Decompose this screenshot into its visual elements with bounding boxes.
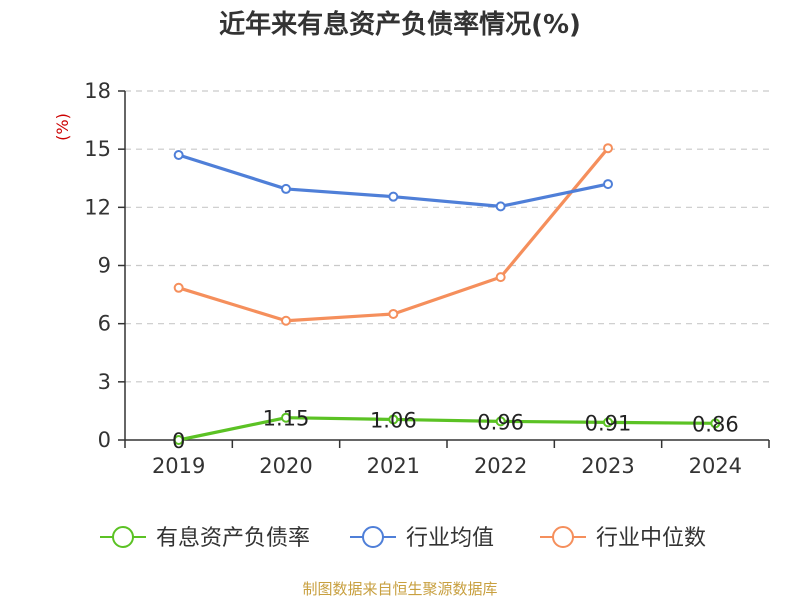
- series-0: [173, 412, 721, 445]
- x-tick-label: 2020: [259, 454, 312, 478]
- data-point: [281, 412, 291, 423]
- source-note: 制图数据来自恒生聚源数据库: [302, 580, 497, 598]
- y-tick-label: 6: [98, 312, 111, 336]
- legend-swatch-marker: [362, 526, 384, 548]
- series-line: [177, 416, 717, 442]
- y-tick-label: 9: [98, 254, 111, 278]
- series-1: [173, 149, 613, 212]
- x-tick-label: 2019: [152, 454, 205, 478]
- axes: 0 3 6 9 12 15 18 2019 2020 2021 2022 2023 2024: [84, 79, 770, 478]
- y-tick-label: 15: [84, 137, 111, 161]
- y-tick-label: 18: [84, 79, 111, 103]
- data-point: [603, 179, 613, 190]
- data-label: 1.15: [263, 407, 310, 431]
- series-2: [173, 143, 613, 326]
- data-point: [495, 416, 506, 427]
- data-point: [603, 143, 613, 154]
- legend-item[interactable]: 行业中位数: [540, 526, 706, 551]
- data-label: 0.91: [585, 411, 632, 435]
- grid: [125, 90, 769, 383]
- legend-swatch-marker: [112, 526, 134, 548]
- data-point: [173, 149, 184, 160]
- data-label: 0: [172, 429, 185, 453]
- x-tick-label: 2021: [367, 454, 420, 478]
- legend-label: 行业中位数: [596, 526, 706, 551]
- legend: 有息资产负债率 行业均值 行业中位数: [100, 526, 706, 551]
- data-point: [281, 315, 291, 326]
- data-point: [388, 191, 399, 202]
- y-tick-label: 3: [98, 370, 111, 394]
- data-point: [495, 272, 506, 283]
- x-tick-label: 2022: [474, 454, 527, 478]
- data-point: [388, 308, 399, 319]
- legend-item[interactable]: 有息资产负债率: [100, 526, 310, 551]
- y-axis-unit-label: (%): [53, 113, 72, 141]
- data-label: 0.96: [477, 410, 524, 434]
- data-point: [710, 418, 721, 429]
- legend-swatch-marker: [552, 526, 574, 548]
- legend-label: 行业均值: [406, 526, 494, 551]
- data-point: [388, 414, 399, 425]
- data-point: [495, 201, 506, 212]
- legend-item[interactable]: 行业均值: [350, 526, 494, 551]
- y-tick-label: 0: [98, 428, 111, 452]
- data-point: [281, 183, 291, 194]
- series-lines: [173, 143, 721, 445]
- data-labels: 0 1.15 1.06 0.96 0.91 0.86: [172, 407, 739, 453]
- x-tick-label: 2024: [689, 454, 742, 478]
- data-label: 0.86: [692, 412, 739, 436]
- x-tick-label: 2023: [581, 454, 634, 478]
- legend-label: 有息资产负债率: [156, 526, 310, 551]
- data-point: [603, 417, 613, 428]
- chart-title: 近年来有息资产负债率情况(%): [219, 9, 581, 40]
- data-point: [173, 435, 184, 445]
- y-tick-label: 12: [84, 195, 111, 219]
- data-label: 1.06: [370, 408, 417, 432]
- data-point: [173, 282, 184, 293]
